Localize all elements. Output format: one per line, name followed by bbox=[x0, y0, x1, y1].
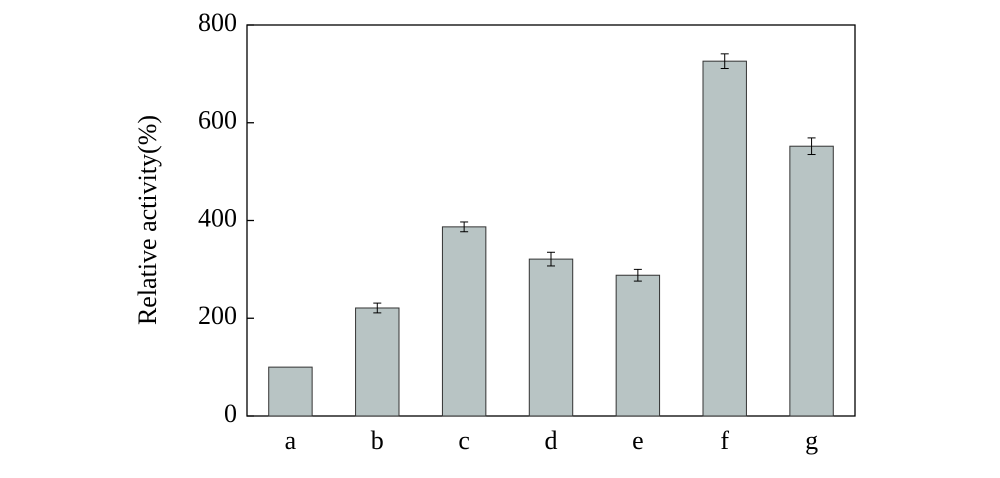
bar bbox=[789, 145, 834, 417]
error-bar bbox=[547, 251, 555, 267]
x-tick-label: g bbox=[805, 426, 818, 455]
y-tick-label: 0 bbox=[224, 399, 237, 428]
x-tick-label: d bbox=[545, 426, 558, 455]
y-tick-label: 200 bbox=[198, 301, 237, 330]
error-bar bbox=[373, 302, 382, 314]
bar bbox=[441, 226, 487, 417]
bar bbox=[268, 366, 313, 417]
error-bar bbox=[460, 221, 469, 233]
bar bbox=[615, 274, 661, 417]
error-bar bbox=[720, 53, 729, 69]
y-tick-label: 400 bbox=[198, 203, 237, 232]
bar bbox=[702, 60, 747, 417]
bar bbox=[528, 258, 574, 417]
x-tick-label: c bbox=[458, 426, 470, 455]
x-tick-label: a bbox=[285, 426, 297, 455]
x-tick-label: e bbox=[632, 426, 644, 455]
error-bar bbox=[633, 268, 642, 282]
x-tick-label: b bbox=[371, 426, 384, 455]
error-bar bbox=[807, 137, 816, 156]
bar bbox=[355, 307, 400, 417]
x-tick-label: f bbox=[720, 426, 729, 455]
y-tick-label: 600 bbox=[198, 106, 237, 135]
y-tick-label: 800 bbox=[198, 8, 237, 37]
y-axis-label: Relative activity(%) bbox=[133, 115, 162, 325]
